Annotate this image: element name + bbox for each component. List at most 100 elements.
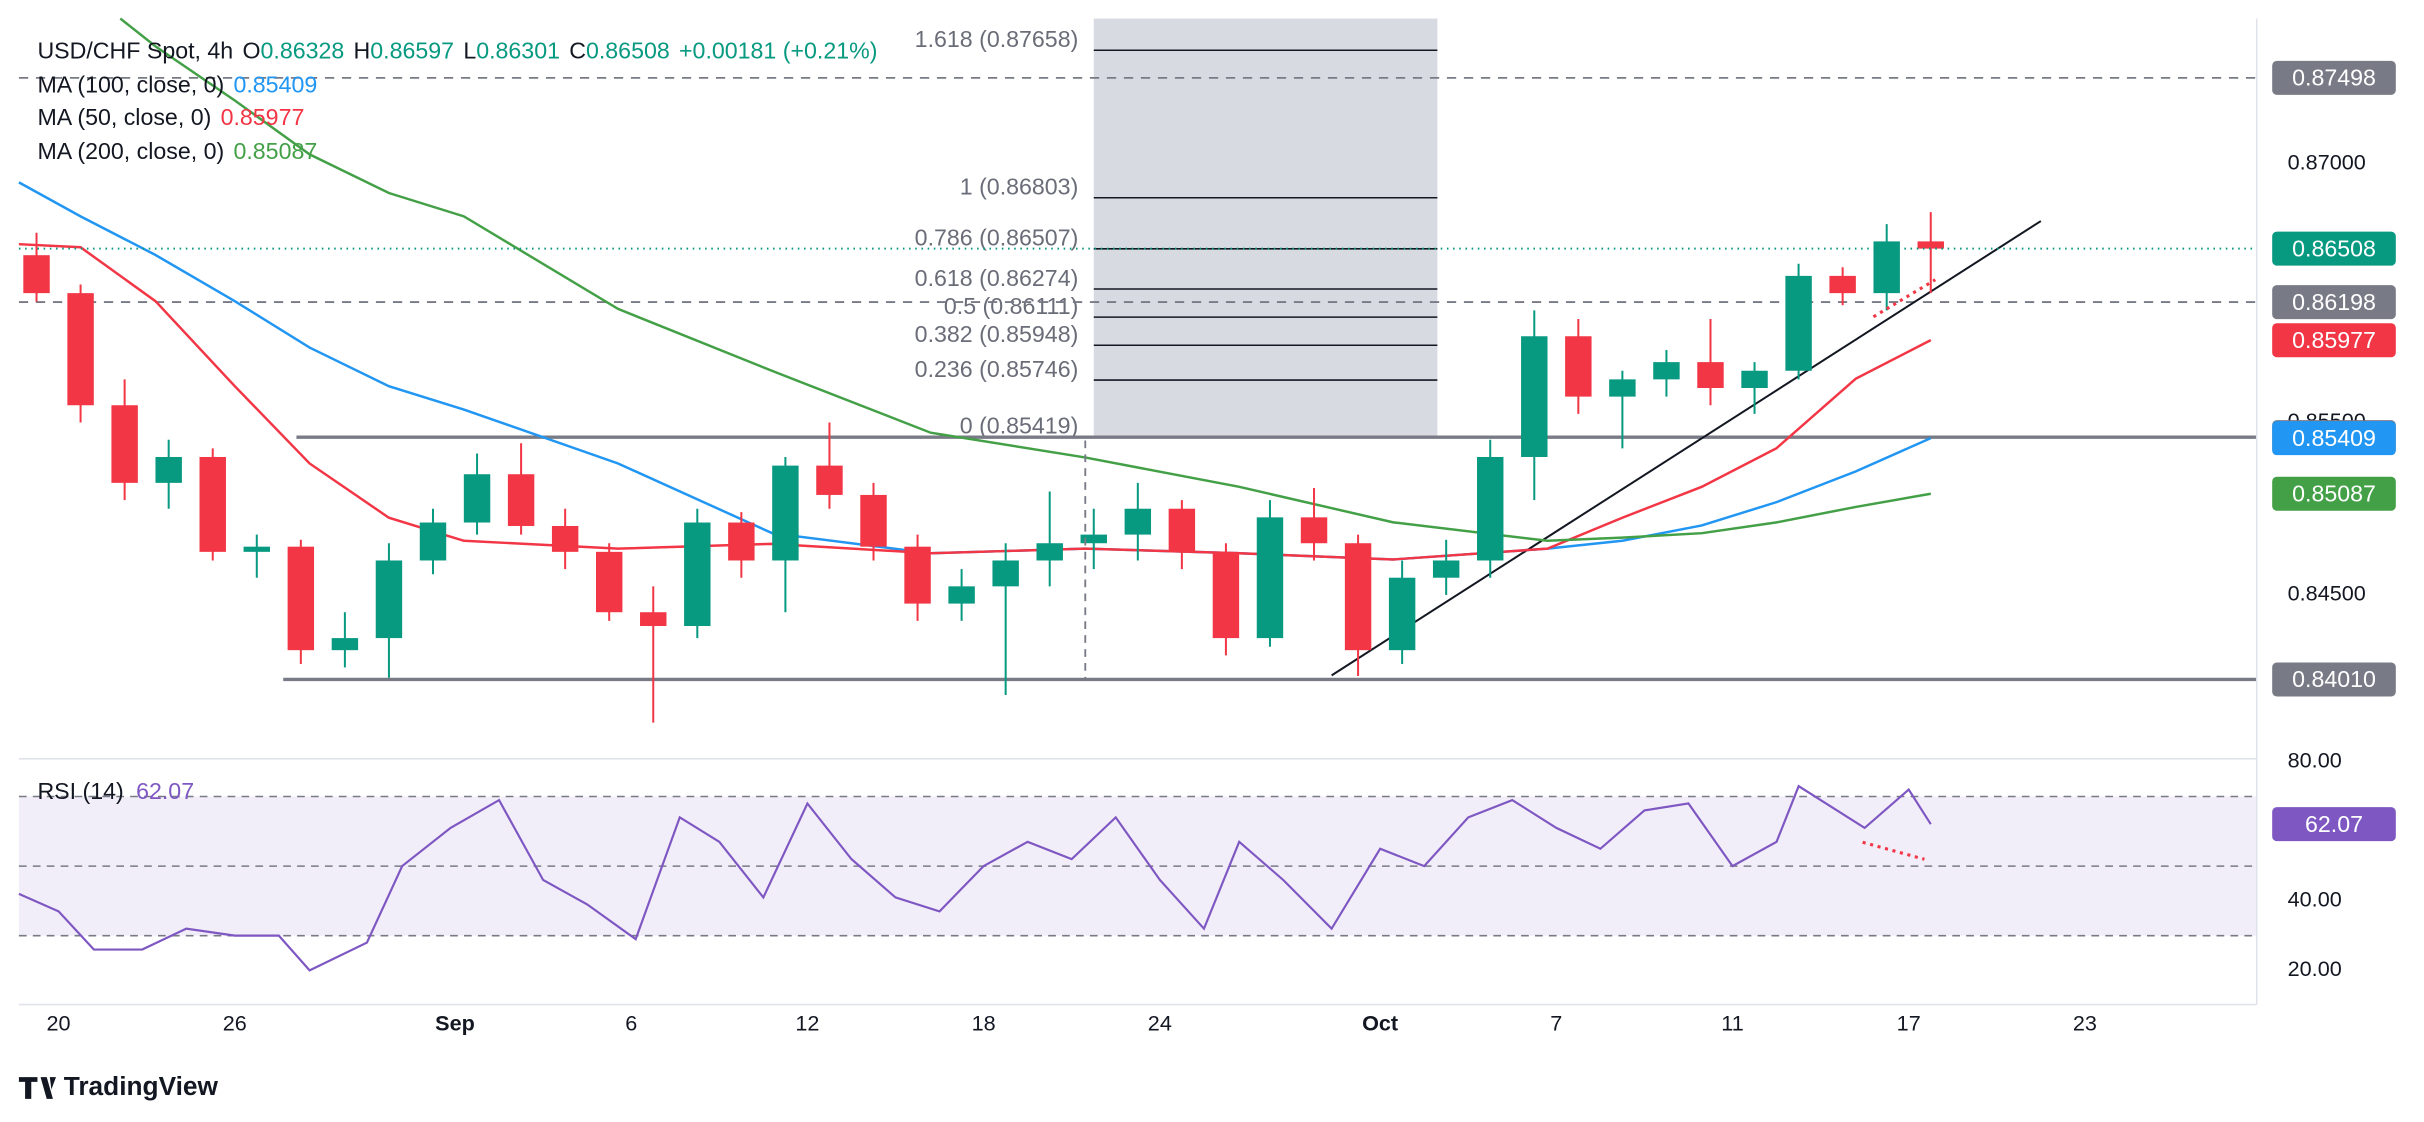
- fib-label: 0.5 (0.86111): [944, 293, 1078, 319]
- x-tick-label: 7: [1550, 1010, 1562, 1035]
- rsi-legend: RSI (14) 62.07: [37, 778, 194, 804]
- fib-label: 0 (0.85419): [960, 412, 1079, 438]
- candle-body: [1432, 560, 1460, 578]
- legend-name: MA (100, close, 0): [37, 72, 224, 98]
- fib-zone: [1093, 18, 1438, 437]
- x-tick-label: 12: [795, 1010, 819, 1035]
- candle-body: [992, 560, 1019, 587]
- x-tick-label: 17: [1897, 1010, 1921, 1035]
- ma-line: [119, 17, 1932, 542]
- legend-value: 0.85087: [233, 138, 317, 164]
- price-badge-label: 62.07: [2305, 811, 2363, 837]
- price-badge: [2272, 60, 2396, 95]
- price-badge-label: 0.87498: [2292, 65, 2376, 91]
- candle-body: [1917, 241, 1944, 249]
- ohlc-key: O: [242, 38, 260, 64]
- trendline: [1331, 220, 2042, 677]
- candle-body: [287, 546, 315, 651]
- legend-name: MA (50, close, 0): [37, 104, 211, 130]
- price-badge-label: 0.85087: [2292, 480, 2376, 506]
- logo-mark: [18, 1077, 57, 1099]
- candle-body: [1609, 379, 1636, 397]
- symbol-title: USD/CHF Spot, 4h: [37, 38, 233, 64]
- rsi-tick-label: 80.00: [2288, 747, 2342, 772]
- candle-body: [1036, 543, 1063, 561]
- candle-body: [23, 255, 50, 294]
- candle-body: [1344, 543, 1372, 651]
- ohlc-key: H: [354, 38, 371, 64]
- x-tick-label: 26: [223, 1010, 247, 1035]
- candle-body: [463, 474, 491, 523]
- candle-body: [1300, 517, 1328, 544]
- plot-layer: 1.618 (0.87658) 1 (0.86803) 0.786 (0.86507…: [18, 17, 2257, 972]
- candle-body: [419, 522, 447, 561]
- candle-body: [1829, 275, 1856, 294]
- watermark: TradingView: [64, 1071, 219, 1101]
- x-tick-label: 24: [1148, 1010, 1172, 1035]
- ohlc-value: 0.86597: [370, 38, 454, 64]
- candle-body: [1477, 456, 1504, 561]
- candle-body: [67, 293, 94, 406]
- ohlc-value: 0.86301: [476, 38, 560, 64]
- price-badge-label: 0.85977: [2292, 327, 2376, 353]
- ohlc-value: 0.86508: [586, 38, 670, 64]
- rsi-line: [18, 784, 1932, 972]
- logo: TradingView: [18, 1071, 219, 1101]
- ohlc-value: 0.86328: [261, 38, 345, 64]
- fib-label: 0.618 (0.86274): [915, 265, 1079, 291]
- candle-body: [111, 405, 138, 483]
- candle-body: [640, 612, 667, 627]
- x-tick-label: 6: [625, 1010, 637, 1035]
- candle-body: [1741, 370, 1768, 388]
- candle-body: [507, 474, 535, 526]
- y-tick-label: 0.87000: [2288, 149, 2366, 174]
- candle-body: [1697, 362, 1724, 388]
- candle-body: [728, 522, 755, 561]
- y-tick-label: 0.84500: [2288, 581, 2366, 606]
- fib-label: 0.236 (0.85746): [915, 356, 1079, 382]
- fib-label: 0.786 (0.86507): [915, 225, 1079, 251]
- fib-label: 1.618 (0.87658): [915, 26, 1079, 52]
- fib-label: 0.382 (0.85948): [915, 321, 1079, 347]
- legend-entry: MA (50, close, 0) 0.85977: [37, 104, 304, 130]
- candle-body: [155, 456, 182, 483]
- candle-body: [1124, 508, 1152, 535]
- price-badge: [2272, 421, 2396, 456]
- candle-body: [1873, 241, 1900, 294]
- candle-body: [1521, 336, 1548, 457]
- price-badge: [2272, 662, 2396, 697]
- candle-body: [816, 465, 843, 495]
- candle-body: [1256, 517, 1284, 639]
- candle-body: [375, 560, 403, 639]
- candle-body: [243, 546, 271, 552]
- candle-body: [1565, 336, 1592, 397]
- x-tick-label: 11: [1721, 1010, 1743, 1035]
- candle-body: [1212, 551, 1240, 639]
- ohlc-key: C: [569, 38, 586, 64]
- price-badge-label: 0.85409: [2292, 425, 2376, 451]
- candle-body: [1168, 508, 1196, 552]
- legend-entry: MA (200, close, 0) 0.85087: [37, 138, 317, 164]
- price-badge: [2272, 476, 2396, 511]
- price-badge-label: 0.86508: [2292, 235, 2376, 261]
- ohlc-key: L: [463, 38, 476, 64]
- legend-entry: MA (100, close, 0) 0.85409: [37, 72, 317, 98]
- candle-body: [331, 638, 359, 651]
- price-badge-label: 0.86198: [2292, 289, 2376, 315]
- rsi-name: RSI (14): [37, 778, 123, 804]
- fib-label: 1 (0.86803): [960, 174, 1079, 200]
- candle-body: [904, 546, 931, 604]
- legend-name: MA (200, close, 0): [37, 138, 224, 164]
- candle-body: [1653, 362, 1680, 380]
- rsi-tick-label: 20.00: [2288, 956, 2342, 981]
- candle-body: [948, 586, 975, 604]
- change: +0.00181 (+0.21%): [679, 38, 877, 64]
- candle-body: [684, 522, 711, 627]
- header-line: USD/CHF Spot, 4h O0.86328 H0.86597 L0.86301…: [37, 38, 877, 64]
- candle-body: [1388, 577, 1416, 651]
- candle-body: [772, 465, 799, 561]
- legend-value: 0.85409: [233, 72, 317, 98]
- price-badge: [2272, 285, 2396, 320]
